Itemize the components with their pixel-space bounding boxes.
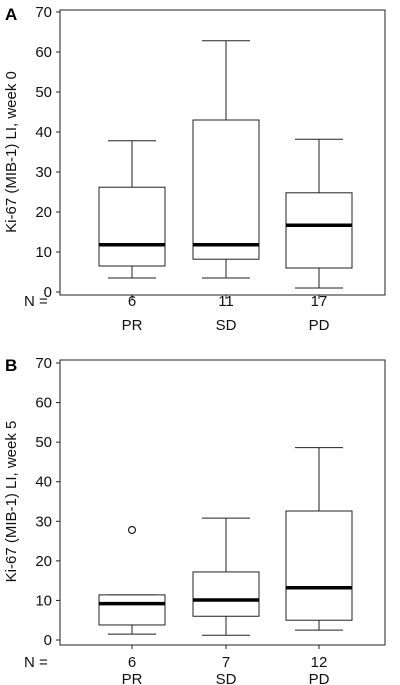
n-prefix: N =	[24, 293, 48, 310]
y-tick-label: 50	[35, 84, 52, 101]
y-tick-label: 10	[35, 244, 52, 261]
iqr-box	[192, 119, 260, 260]
y-tick-label: 0	[44, 632, 52, 649]
box-pd	[285, 447, 353, 631]
category-label: PD	[309, 317, 330, 334]
y-tick-label: 60	[35, 44, 52, 61]
box-pd	[285, 138, 353, 289]
iqr-box	[285, 510, 353, 621]
category-label: SD	[216, 317, 237, 334]
category-label: SD	[216, 671, 237, 685]
n-value: 6	[128, 293, 136, 310]
n-value: 17	[311, 293, 328, 310]
y-tick-label: 60	[35, 395, 52, 412]
box-sd	[192, 517, 260, 636]
n-value: 12	[311, 654, 328, 671]
plot-frame	[59, 359, 386, 646]
y-tick-label: 40	[35, 474, 52, 491]
y-tick-label: 50	[35, 434, 52, 451]
panel-label: B	[5, 356, 17, 375]
y-axis-label: Ki-67 (MIB-1) LI, week 0	[3, 71, 20, 233]
box-pr	[98, 140, 166, 279]
n-value: 7	[222, 654, 230, 671]
box-sd	[192, 40, 260, 279]
y-tick-label: 40	[35, 124, 52, 141]
iqr-box	[98, 594, 166, 626]
panel-label: A	[5, 5, 17, 24]
y-tick-label: 30	[35, 513, 52, 530]
n-value: 11	[218, 293, 234, 310]
panel-a: A 0 10 20 30 40 50 60 70 Ki-67 (MIB-1) LI, week 0…	[3, 4, 386, 334]
category-label: PD	[309, 671, 330, 685]
iqr-box	[98, 186, 166, 267]
n-prefix: N =	[24, 654, 48, 671]
plot-frame	[59, 9, 386, 296]
y-axis-label: Ki-67 (MIB-1) LI, week 5	[3, 421, 20, 583]
y-tick-label: 0	[44, 284, 52, 301]
box-pr	[98, 525, 166, 635]
iqr-box	[285, 192, 353, 269]
y-tick-label: 30	[35, 164, 52, 181]
category-label: PR	[122, 671, 143, 685]
panel-b: B 0 10 20 30 40 50 60 70 Ki-67 (MIB-1) LI, week 5…	[3, 355, 386, 685]
y-tick-label: 20	[35, 204, 52, 221]
y-tick-label: 70	[35, 355, 52, 372]
n-value: 6	[128, 654, 136, 671]
iqr-box	[192, 571, 260, 617]
y-tick-label: 20	[35, 553, 52, 570]
y-tick-label: 10	[35, 592, 52, 609]
y-tick-label: 70	[35, 4, 52, 21]
category-label: PR	[122, 317, 143, 334]
outlier-point	[127, 525, 137, 535]
